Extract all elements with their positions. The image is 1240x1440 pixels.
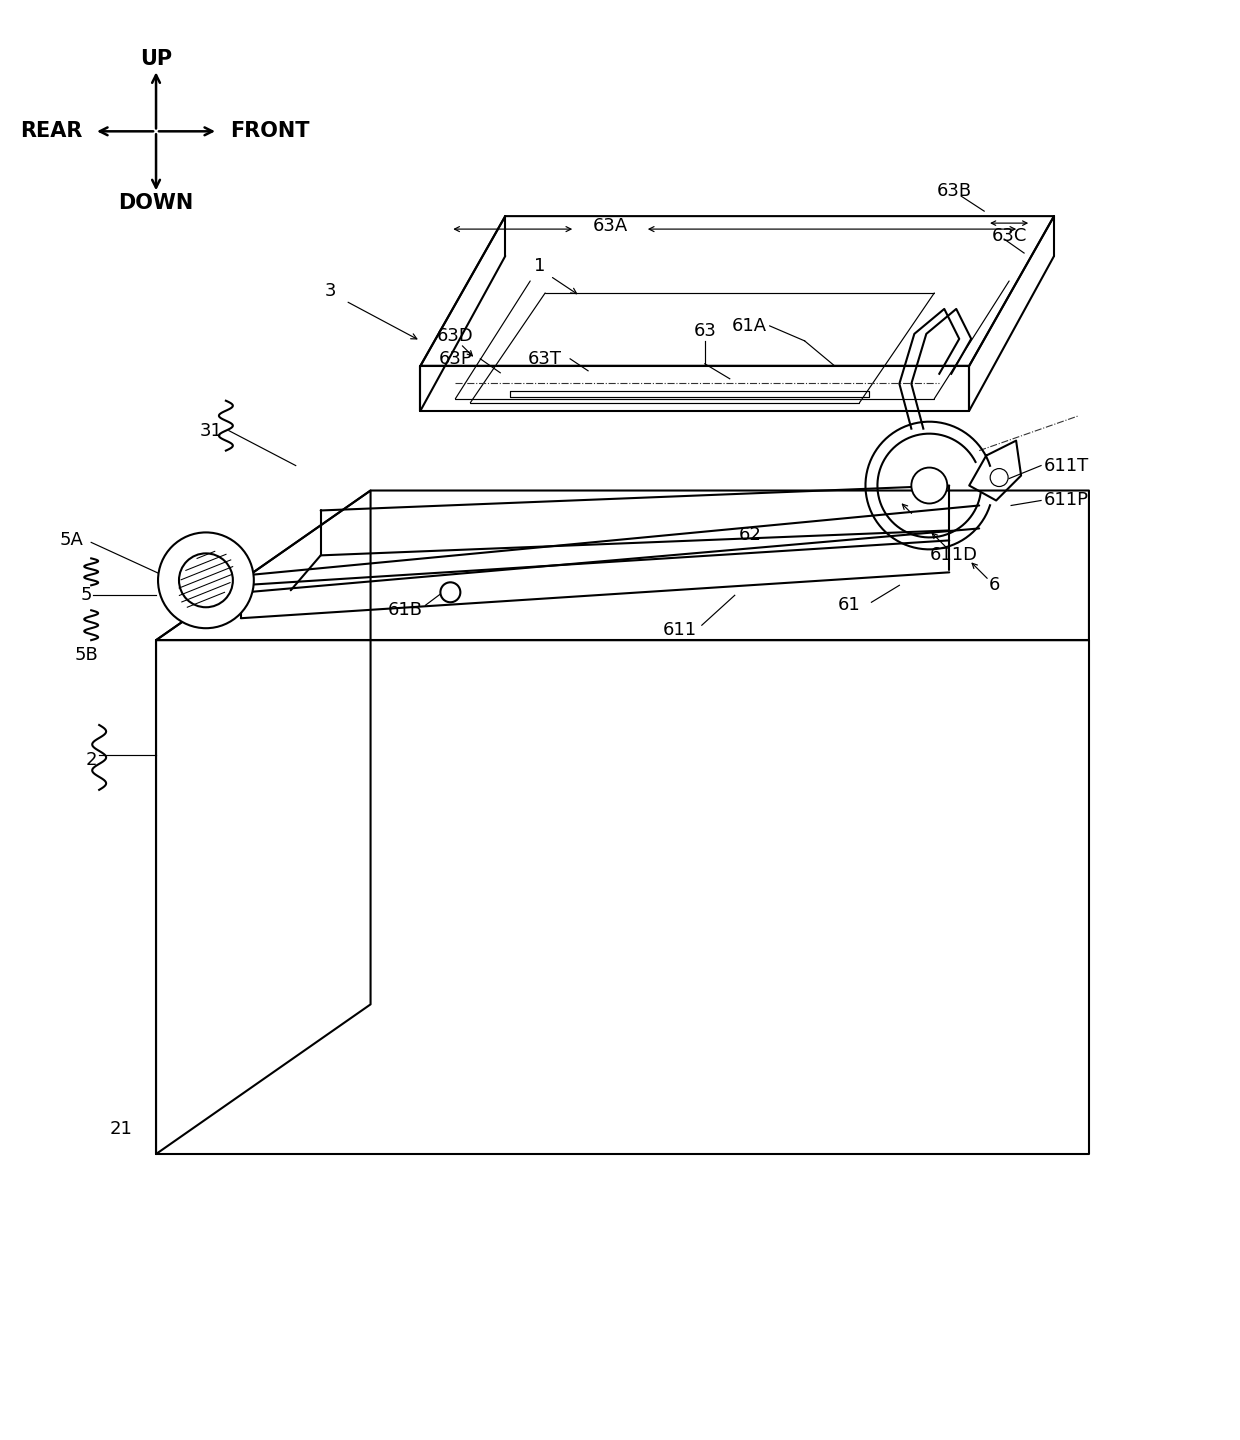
Circle shape bbox=[179, 553, 233, 608]
Text: 61: 61 bbox=[838, 596, 861, 615]
Text: 31: 31 bbox=[200, 422, 222, 439]
Text: 62: 62 bbox=[738, 527, 761, 544]
Circle shape bbox=[991, 468, 1008, 487]
Text: 63T: 63T bbox=[528, 350, 562, 367]
Text: 2: 2 bbox=[86, 750, 97, 769]
Circle shape bbox=[911, 468, 947, 504]
Circle shape bbox=[440, 582, 460, 602]
Text: 611P: 611P bbox=[1044, 491, 1089, 510]
Text: 63C: 63C bbox=[992, 228, 1027, 245]
Text: 63: 63 bbox=[693, 323, 717, 340]
Text: REAR: REAR bbox=[20, 121, 82, 141]
Text: 611T: 611T bbox=[1044, 456, 1089, 475]
Text: 61B: 61B bbox=[388, 602, 423, 619]
Circle shape bbox=[157, 533, 254, 628]
Text: 611: 611 bbox=[663, 621, 697, 639]
Text: 63P: 63P bbox=[439, 350, 472, 367]
Text: 63B: 63B bbox=[936, 183, 972, 200]
Text: 63A: 63A bbox=[593, 217, 627, 235]
Text: DOWN: DOWN bbox=[118, 193, 193, 213]
Text: 61A: 61A bbox=[732, 317, 768, 336]
Text: 5B: 5B bbox=[74, 647, 98, 664]
Text: 5A: 5A bbox=[60, 531, 83, 550]
Text: 63D: 63D bbox=[436, 327, 474, 344]
Text: 21: 21 bbox=[109, 1120, 133, 1138]
Text: 1: 1 bbox=[534, 256, 546, 275]
Text: FRONT: FRONT bbox=[229, 121, 309, 141]
Text: 611D: 611D bbox=[930, 546, 978, 564]
Text: 6: 6 bbox=[988, 576, 999, 595]
Text: 5: 5 bbox=[81, 586, 92, 605]
Text: UP: UP bbox=[140, 49, 172, 69]
Text: 3: 3 bbox=[325, 282, 336, 300]
